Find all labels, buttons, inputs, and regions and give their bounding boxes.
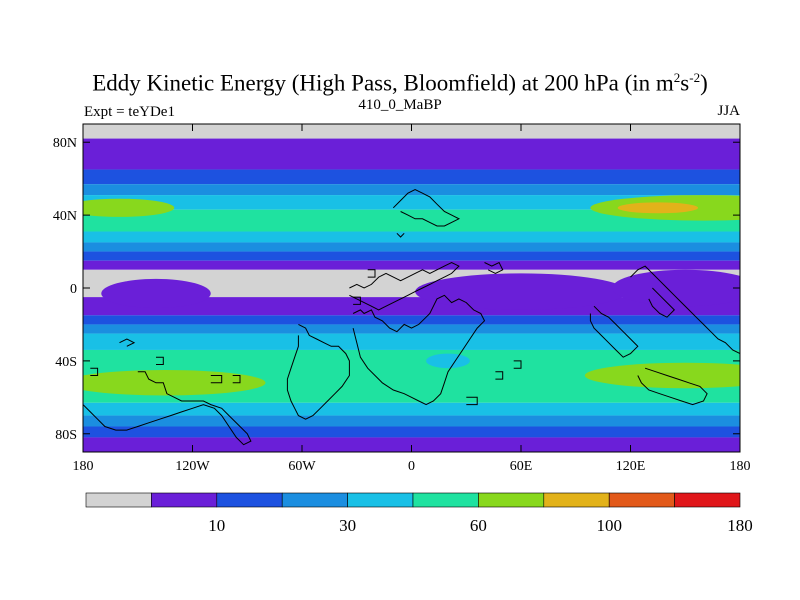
y-tick-label-1: 40N [53, 209, 77, 224]
coastline-16 [353, 296, 361, 305]
colorbar-swatch-8 [608, 492, 675, 508]
coastline-20 [90, 367, 99, 376]
contour-band-5 [83, 209, 740, 232]
contour-band-2 [83, 169, 740, 185]
coastline-15 [367, 269, 376, 278]
y-tick-label-3: 40S [55, 355, 77, 370]
colorbar-swatch-5 [412, 492, 479, 508]
colorbar-swatch-0 [85, 492, 152, 508]
coastline-14 [232, 375, 241, 384]
coastline-4 [392, 189, 461, 227]
experiment-label: Expt = teYDe1 [84, 104, 175, 120]
y-tick-label-2: 0 [70, 282, 77, 297]
contour-region-7 [612, 269, 740, 307]
contour-band-0 [83, 124, 740, 139]
coastline-19 [513, 360, 522, 369]
coastline-9 [637, 367, 708, 406]
coastline-6 [484, 261, 504, 274]
contour-region-5 [426, 353, 470, 369]
contour-band-18 [83, 426, 740, 438]
coastline-17 [466, 396, 478, 406]
season-label: JJA [717, 103, 740, 119]
x-tick-label-0: 180 [73, 459, 94, 474]
contour-band-13 [83, 324, 740, 334]
chart-title: Eddy Kinetic Energy (High Pass, Bloomfie… [92, 70, 708, 96]
contour-band-14 [83, 333, 740, 350]
coastline-13 [210, 375, 223, 384]
x-tick-label-1: 120W [175, 459, 210, 474]
coastline-7 [630, 265, 740, 355]
ekf-field [83, 124, 740, 452]
contour-band-1 [83, 138, 740, 170]
contour-band-7 [83, 242, 740, 252]
contour-region-6 [415, 273, 627, 310]
coastline-11 [119, 338, 136, 347]
coastline-2 [83, 371, 252, 446]
contour-band-16 [83, 402, 740, 416]
y-tick-label-4: 80S [55, 428, 77, 443]
colorbar-swatch-9 [674, 492, 741, 508]
x-tick-label-4: 60E [510, 459, 533, 474]
axes: 180 120W 60W 0 60E 120E 180 80N 40N 0 40S 80S [53, 124, 751, 474]
coastline-18 [495, 371, 504, 380]
contour-band-12 [83, 315, 740, 325]
contour-region-2 [83, 198, 175, 217]
x-tick-label-2: 60W [288, 459, 316, 474]
run-id-label: 410_0_MaBP [358, 97, 442, 113]
colorbar-label-1: 30 [339, 516, 356, 535]
contour-band-3 [83, 184, 740, 196]
coastline-8 [589, 305, 639, 358]
colorbar-swatch-1 [151, 492, 218, 508]
colorbar-swatch-2 [216, 492, 283, 508]
colorbar-label-0: 10 [208, 516, 225, 535]
colorbar-swatch-3 [281, 492, 348, 508]
contour-region-3 [83, 370, 266, 396]
coastline-12 [156, 356, 164, 365]
contour-band-19 [83, 437, 740, 452]
contour-band-8 [83, 251, 740, 261]
colorbar-label-3: 100 [596, 516, 622, 535]
contour-region-8 [101, 278, 211, 309]
contour-region-4 [584, 362, 740, 389]
colorbar-swatch-6 [478, 492, 545, 508]
x-tick-label-5: 120E [616, 459, 646, 474]
coastline-1 [349, 261, 460, 311]
coastlines [83, 189, 740, 446]
contour-band-17 [83, 415, 740, 427]
x-tick-label-3: 0 [408, 459, 415, 474]
coastline-5 [396, 232, 405, 238]
coastline-3 [286, 323, 350, 420]
colorbar-label-4: 180 [727, 516, 753, 535]
contour-region-1 [617, 202, 699, 214]
colorbar-swatch-4 [347, 492, 414, 508]
x-tick-label-6: 180 [730, 459, 751, 474]
coastline-10 [648, 287, 676, 318]
contour-band-9 [83, 260, 740, 270]
colorbar-swatch-7 [543, 492, 610, 508]
colorbar: 10 30 60 100 180 [85, 492, 753, 535]
contour-band-6 [83, 231, 740, 243]
contour-band-4 [83, 195, 740, 210]
y-tick-label-0: 80N [53, 136, 77, 151]
colorbar-label-2: 60 [470, 516, 487, 535]
coastline-0 [352, 294, 486, 406]
